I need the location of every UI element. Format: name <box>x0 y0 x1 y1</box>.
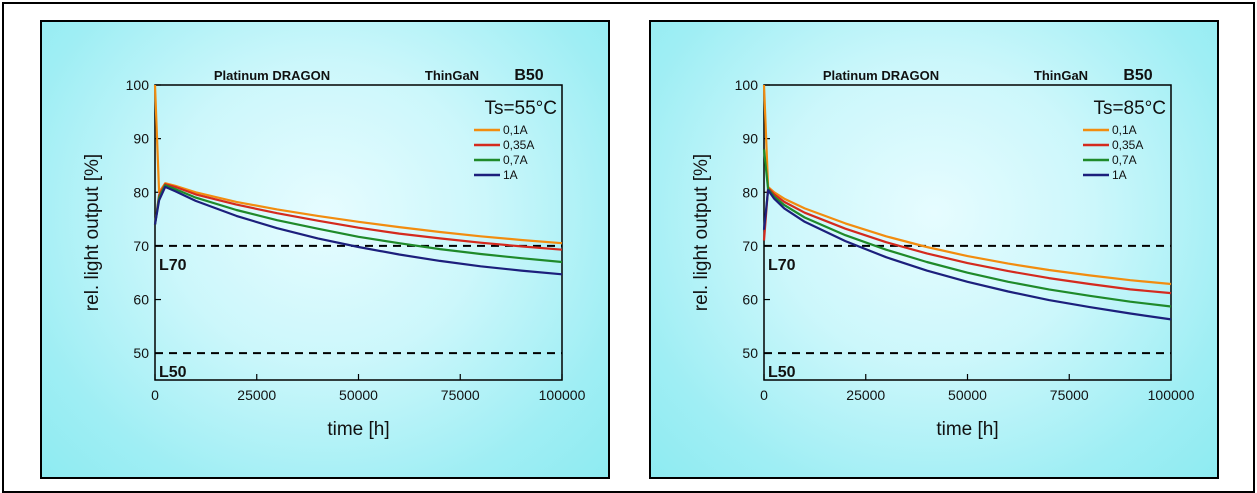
legend-label: 0,7A <box>1112 153 1137 167</box>
chart-product-label: Platinum DRAGON <box>214 68 330 83</box>
series-line-1A <box>762 189 1172 321</box>
y-axis-title: rel. light output [%] <box>691 154 712 311</box>
reference-label-l70: L70 <box>159 257 187 274</box>
y-tick-label: 70 <box>133 238 149 254</box>
chart-tag-label: B50 <box>514 67 543 84</box>
y-tick-label: 70 <box>742 238 758 254</box>
chart-technology-label: ThinGaN <box>425 68 479 83</box>
x-tick-label: 25000 <box>237 387 276 403</box>
chart-svg-ts55: 50 60 70 80 90 100 0 25000 50000 75000 100000 L70 L5… <box>82 67 586 440</box>
y-axis-title: rel. light output [%] <box>82 154 103 311</box>
series-line-0-35A <box>762 186 1172 295</box>
legend-label: 1A <box>503 168 518 182</box>
reference-label-l50: L50 <box>768 364 796 381</box>
x-tick-label: 100000 <box>539 387 586 403</box>
y-tick-label: 100 <box>126 77 150 93</box>
series-line-0-7A <box>762 149 1172 308</box>
x-tick-label: 75000 <box>441 387 480 403</box>
series-line-1A <box>153 185 563 276</box>
chart-panel-ts55: 50 60 70 80 90 100 0 25000 50000 75000 100000 L70 L5… <box>40 20 610 479</box>
x-axis-title: time [h] <box>327 419 389 440</box>
y-tick-label: 50 <box>133 345 149 361</box>
series-line-0-7A <box>153 184 563 264</box>
y-tick-label: 50 <box>742 345 758 361</box>
y-tick-label: 80 <box>742 184 758 200</box>
y-tick-label: 80 <box>133 184 149 200</box>
legend-label: 0,1A <box>1112 123 1137 137</box>
chart-condition-label: Ts=85°C <box>1093 98 1166 119</box>
chart-technology-label: ThinGaN <box>1034 68 1088 83</box>
chart-panel-ts85: 50 60 70 80 90 100 0 25000 50000 75000 100000 L70 L5… <box>649 20 1219 479</box>
x-tick-label: 75000 <box>1050 387 1089 403</box>
series-line-0-1A <box>762 84 1172 286</box>
legend-label: 0,35A <box>503 138 534 152</box>
reference-label-l50: L50 <box>159 364 187 381</box>
x-tick-label: 50000 <box>948 387 987 403</box>
legend-label: 0,35A <box>1112 138 1143 152</box>
x-axis-title: time [h] <box>936 419 998 440</box>
y-tick-label: 90 <box>133 131 149 147</box>
y-tick-label: 90 <box>742 131 758 147</box>
legend-label: 0,7A <box>503 153 528 167</box>
x-tick-label: 0 <box>760 387 768 403</box>
x-tick-label: 25000 <box>846 387 885 403</box>
reference-label-l70: L70 <box>768 257 796 274</box>
legend-label: 0,1A <box>503 123 528 137</box>
x-tick-label: 50000 <box>339 387 378 403</box>
series-line-0-35A <box>153 183 563 251</box>
legend-label: 1A <box>1112 168 1127 182</box>
x-tick-label: 0 <box>151 387 159 403</box>
chart-tag-label: B50 <box>1123 67 1152 84</box>
chart-product-label: Platinum DRAGON <box>823 68 939 83</box>
plot-frame <box>154 84 563 381</box>
y-tick-label: 60 <box>133 292 149 308</box>
chart-condition-label: Ts=55°C <box>484 98 557 119</box>
y-tick-label: 60 <box>742 292 758 308</box>
y-tick-label: 100 <box>735 77 759 93</box>
x-tick-label: 100000 <box>1148 387 1195 403</box>
chart-svg-ts85: 50 60 70 80 90 100 0 25000 50000 75000 100000 L70 L5… <box>691 67 1195 440</box>
